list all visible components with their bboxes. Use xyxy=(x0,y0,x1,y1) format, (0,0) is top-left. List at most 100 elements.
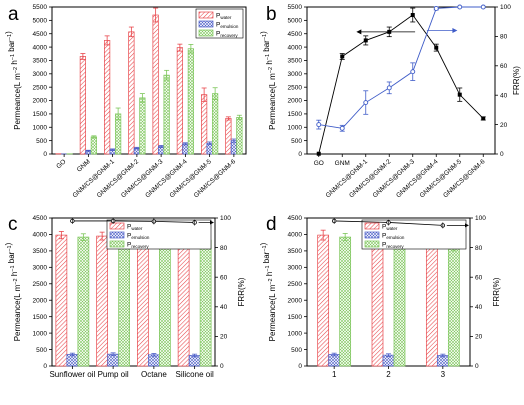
panel-d-bar-water-0 xyxy=(317,234,330,367)
panel-d-legend-swatch-water xyxy=(364,222,380,230)
panel-c-x-tick-label: Pump oil xyxy=(98,370,129,379)
panel-d-y2-tick-label: 0 xyxy=(475,363,479,370)
panel-d-y-tick-label: 1000 xyxy=(288,330,303,337)
panel-a-x-tick-label: GNM/CS@GNM-5 xyxy=(168,158,213,199)
panel-d-x-tick-label: 3 xyxy=(441,370,446,379)
panel-a-y-tick-label: 0 xyxy=(43,151,47,158)
panel-a-x-tick-label: GO xyxy=(55,158,67,170)
panel-b-y2-tick-label: 80 xyxy=(500,34,508,41)
panel-c-y-tick-label: 3500 xyxy=(33,248,48,255)
panel-label-c: c xyxy=(8,214,18,235)
panel-label-d: d xyxy=(266,214,277,235)
panel-c-y-tick-label: 4500 xyxy=(33,215,48,222)
panel-c-x-tick-label: Silicone oil xyxy=(176,370,214,379)
panel-a-x-tick-label: GNM/CS@GNM-4 xyxy=(144,158,189,199)
panel-d-y2-tick-label: 80 xyxy=(475,245,483,252)
panel-b-y-tick-label: 2000 xyxy=(288,98,303,105)
panel-a-frame xyxy=(51,6,247,155)
panel-c-frame xyxy=(51,217,216,367)
panel-d-y-tick-label: 3000 xyxy=(288,265,303,272)
panel-d-bar-recovery-0 xyxy=(339,236,352,367)
panel-c-bar-water-1 xyxy=(96,235,108,367)
panel-c-y2-tick-label: 60 xyxy=(220,274,228,281)
panel-c-frr-arrow-head xyxy=(210,220,214,225)
panel-d-x-tick-label: 1 xyxy=(332,370,337,379)
panel-d-y-tick-label: 2000 xyxy=(288,297,303,304)
panel-b-permeance-point-5 xyxy=(434,45,439,50)
panel-c-x-tick-label: Sunflower oil xyxy=(49,370,95,379)
panel-a-bar-water-2 xyxy=(104,40,111,155)
panel-b-y-tick-label: 5000 xyxy=(288,18,303,25)
panel-c-bar-water-3 xyxy=(177,235,190,367)
panel-d-bar-water-1 xyxy=(371,236,384,367)
panel-b-frr-point-1 xyxy=(339,125,345,131)
panel-b-x-tick-label: GNM/CS@GNM-2 xyxy=(348,158,393,199)
panel-d-y2-tick-label: 100 xyxy=(475,215,486,222)
panel-c-ylabel: Permeance(L m−2 h−1 bar−1) xyxy=(4,242,22,341)
panel-a-legend-swatch-recovery xyxy=(198,29,214,37)
panel-b-frr-line xyxy=(318,6,484,129)
panel-d-x-tick-label: 2 xyxy=(386,370,391,379)
panel-a-x-tick-label: GNM/CS@GNM-6 xyxy=(193,158,238,199)
panel-b-arrow-right-head xyxy=(452,28,458,34)
panel-b-y-tick-label: 4500 xyxy=(288,31,303,38)
panel-a-ylabel: Permeance(L m−2 h−1 bar−1) xyxy=(4,31,22,130)
panel-a-y-tick-label: 5000 xyxy=(33,18,48,25)
panel-d-y-tick-label: 1500 xyxy=(288,314,303,321)
panel-c-y2-tick-label: 40 xyxy=(220,304,228,311)
panel-a-y-tick-label: 1500 xyxy=(33,111,48,118)
panel-c-legend-swatch-recovery xyxy=(109,240,125,248)
panel-b-frr-point-4 xyxy=(410,69,416,75)
panel-c-bar-emulsion-0 xyxy=(66,354,79,367)
panel-a-bar-water-4 xyxy=(152,14,159,155)
panel-c-bar-recovery-0 xyxy=(77,236,90,367)
panel-b-permeance-point-4 xyxy=(410,13,415,18)
panel-d-bar-recovery-1 xyxy=(393,240,406,367)
panel-d-y2-tick-label: 40 xyxy=(475,304,483,311)
panel-a-chart: 0 500 1000 1500 2000 2500 3000 3500 4000 4500 5000… xyxy=(4,4,247,199)
panel-a-bar-recovery-1 xyxy=(90,136,97,155)
panel-d-y2label: FRR(%) xyxy=(492,277,501,306)
panel-d-bar-water-2 xyxy=(425,240,438,367)
panel-b-ylabel: Permeance(L m−2 h−1 bar−1) xyxy=(259,31,277,130)
panel-d-bar-recovery-2 xyxy=(447,246,460,367)
panel-b-x-tick-label: GNM/CS@GNM-5 xyxy=(419,158,464,199)
panel-b-frr-point-7 xyxy=(480,4,486,10)
panel-c-y-tick-label: 1500 xyxy=(33,314,48,321)
panel-b-y2-tick-label: 0 xyxy=(500,151,504,158)
panel-b-frr-point-0 xyxy=(316,122,322,128)
panel-b-frr-point-3 xyxy=(386,85,392,91)
panel-a-bar-recovery-5 xyxy=(187,48,194,155)
panel-a-bar-water-6 xyxy=(201,94,208,155)
panel-a-bar-water-3 xyxy=(128,31,135,155)
panel-b-y-tick-label: 3000 xyxy=(288,71,303,78)
panel-d-frr-arrow-head xyxy=(465,223,469,228)
panel-b-arrow-left-head xyxy=(356,29,362,35)
panel-b-y-tick-label: 2500 xyxy=(288,84,303,91)
panel-c-legend-swatch-emulsion xyxy=(109,231,125,239)
panel-a-x-tick-label: GNM xyxy=(76,158,92,173)
panel-d-legend-label-emulsion: Pemulsion xyxy=(382,233,405,241)
panel-a-y-tick-label: 2000 xyxy=(33,98,48,105)
panel-a-y-tick-label: 3000 xyxy=(33,71,48,78)
panel-b-y-tick-label: 4000 xyxy=(288,44,303,51)
panel-b-y-tick-label: 500 xyxy=(291,138,302,145)
panel-b-permeance-point-2 xyxy=(363,38,368,43)
panel-b-x-tick-label: GNM/CS@GNM-3 xyxy=(372,158,417,199)
panel-a-bar-recovery-4 xyxy=(163,74,170,155)
panel-a-x-tick-label: GNM/CS@GNM-3 xyxy=(120,158,165,199)
panel-b-frame xyxy=(306,6,496,155)
panel-a-y-tick-label: 4000 xyxy=(33,44,48,51)
panel-b-permeance-line xyxy=(318,14,484,154)
panel-c-x-tick-label: Octane xyxy=(141,370,167,379)
panel-b-frr-point-2 xyxy=(363,100,369,106)
panel-d-legend-label-recovery: Precovery xyxy=(382,242,404,250)
panel-d-y-tick-label: 4000 xyxy=(288,232,303,239)
panel-c-y2-tick-label: 80 xyxy=(220,245,228,252)
panel-a-x-tick-label: GNM/CS@GNM-2 xyxy=(96,158,141,199)
panel-d-bar-emulsion-0 xyxy=(328,354,341,367)
panel-a-bar-recovery-3 xyxy=(139,97,146,155)
panel-d-ylabel: Permeance(L m−2 h−1 bar−1) xyxy=(259,242,277,341)
panel-c-legend-label-recovery: Precovery xyxy=(127,242,149,250)
